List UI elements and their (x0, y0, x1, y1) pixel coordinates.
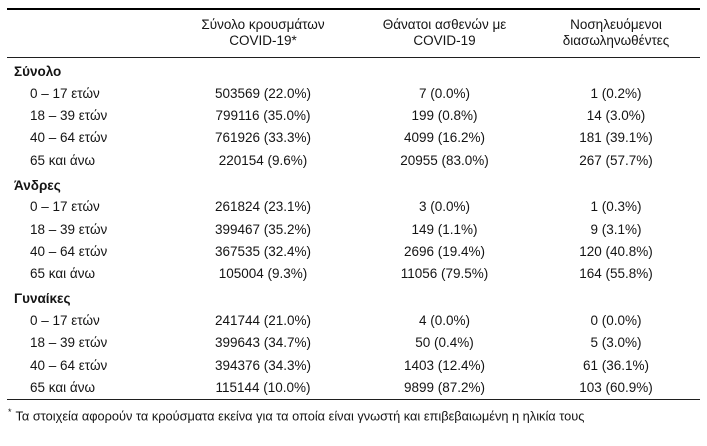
cases-cell: 241744 (21.0%) (214, 312, 312, 328)
age-group-label: 65 και άνω (30, 266, 96, 282)
col-header-intubated-line1: Νοσηλευόμενοι (570, 17, 662, 32)
deaths-cell: 20955 (83.0%) (400, 152, 489, 168)
age-group-label: 65 και άνω (30, 379, 96, 395)
deaths-cell: 3 (0.0%) (418, 199, 471, 215)
cases-cell: 399467 (35.2%) (214, 221, 312, 237)
table-row: 40 – 64 ετών 761926 (33.3%) 4099 (16.2%)… (7, 127, 700, 149)
table-row: 40 – 64 ετών 367535 (32.4%) 2696 (19.4%)… (7, 240, 700, 262)
age-group-label: 18 – 39 ετών (30, 221, 108, 237)
cases-cell: 115144 (10.0%) (215, 379, 311, 395)
deaths-cell: 4 (0.0%) (418, 312, 471, 328)
cases-cell: 399643 (34.7%) (214, 335, 312, 351)
col-header-deaths-line2: COVID-19 (413, 33, 476, 48)
intubated-cell: 164 (55.8%) (579, 266, 653, 282)
intubated-cell: 267 (57.7%) (579, 152, 653, 168)
table-row: 65 και άνω 105004 (9.3%) 11056 (79.5%) 1… (7, 263, 700, 285)
deaths-cell: 149 (1.1%) (411, 221, 478, 237)
col-header-deaths: Θάνατοι ασθενών με COVID-19 (357, 9, 532, 58)
intubated-cell: 103 (60.9%) (579, 379, 653, 395)
header-row: Σύνολο κρουσμάτων COVID-19* Θάνατοι ασθε… (7, 9, 700, 58)
deaths-cell: 9899 (87.2%) (403, 379, 486, 395)
intubated-cell: 1 (0.2%) (590, 85, 642, 101)
age-group-label: 40 – 64 ετών (30, 130, 108, 146)
deaths-cell: 50 (0.4%) (415, 335, 474, 351)
cases-cell: 220154 (9.6%) (218, 152, 308, 168)
age-group-label: 0 – 17 ετών (30, 85, 100, 101)
col-header-total-cases-line2: COVID-19* (229, 33, 297, 48)
corner-cell (7, 9, 169, 58)
intubated-cell: 5 (3.0%) (590, 335, 642, 351)
col-header-total-cases-line1: Σύνολο κρουσμάτων (201, 17, 325, 32)
section-label-men: Άνδρες (14, 177, 61, 193)
deaths-cell: 4099 (16.2%) (403, 130, 486, 146)
table-row: 40 – 64 ετών 394376 (34.3%) 1403 (12.4%)… (7, 354, 700, 376)
table-row: 18 – 39 ετών 799116 (35.0%) 199 (0.8%) 1… (7, 104, 700, 126)
age-group-label: 18 – 39 ετών (30, 335, 108, 351)
cases-cell: 503569 (22.0%) (214, 85, 312, 101)
intubated-cell: 181 (39.1%) (579, 130, 653, 146)
section-label-total: Σύνολο (14, 64, 62, 79)
intubated-cell: 9 (3.1%) (590, 221, 642, 237)
age-group-label: 40 – 64 ετών (30, 244, 108, 260)
section-row-men: Άνδρες (7, 172, 700, 196)
covid-age-stats-table: Σύνολο κρουσμάτων COVID-19* Θάνατοι ασθε… (7, 8, 700, 400)
intubated-cell: 61 (36.1%) (582, 357, 650, 373)
table-row: 18 – 39 ετών 399467 (35.2%) 149 (1.1%) 9… (7, 218, 700, 240)
table-row: 65 και άνω 220154 (9.6%) 20955 (83.0%) 2… (7, 149, 700, 171)
footnote-asterisk-marker: * (8, 406, 12, 417)
age-group-label: 18 – 39 ετών (30, 108, 108, 124)
table-row: 18 – 39 ετών 399643 (34.7%) 50 (0.4%) 5 … (7, 332, 700, 354)
cases-cell: 261824 (23.1%) (214, 199, 312, 215)
intubated-cell: 120 (40.8%) (579, 244, 653, 260)
table-row: 0 – 17 ετών 241744 (21.0%) 4 (0.0%) 0 (0… (7, 309, 700, 331)
age-group-label: 65 και άνω (30, 152, 96, 168)
col-header-intubated-line2: διασωληνωθέντες (562, 33, 670, 48)
cases-cell: 799116 (35.0%) (215, 108, 311, 124)
intubated-cell: 0 (0.0%) (590, 312, 642, 328)
section-row-women: Γυναίκες (7, 285, 700, 309)
intubated-cell: 1 (0.3%) (590, 199, 642, 215)
cases-cell: 761926 (33.3%) (214, 130, 312, 146)
cases-cell: 394376 (34.3%) (214, 357, 312, 373)
col-header-total-cases: Σύνολο κρουσμάτων COVID-19* (169, 9, 357, 58)
table-row: 0 – 17 ετών 261824 (23.1%) 3 (0.0%) 1 (0… (7, 196, 700, 218)
age-group-label: 0 – 17 ετών (30, 312, 100, 328)
deaths-cell: 1403 (12.4%) (403, 357, 486, 373)
age-group-label: 40 – 64 ετών (30, 357, 108, 373)
footnote-text: Τα στοιχεία αφορούν τα κρούσματα εκείνα … (15, 407, 585, 423)
deaths-cell: 11056 (79.5%) (400, 266, 489, 282)
deaths-cell: 7 (0.0%) (418, 85, 471, 101)
intubated-cell: 14 (3.0%) (586, 108, 646, 124)
cases-cell: 105004 (9.3%) (218, 266, 308, 282)
age-group-label: 0 – 17 ετών (30, 199, 100, 215)
cases-cell: 367535 (32.4%) (214, 244, 312, 260)
deaths-cell: 199 (0.8%) (411, 108, 478, 124)
table-row: 65 και άνω 115144 (10.0%) 9899 (87.2%) 1… (7, 376, 700, 399)
section-row-total: Σύνολο (7, 58, 700, 83)
section-label-women: Γυναίκες (14, 291, 71, 307)
table-row: 0 – 17 ετών 503569 (22.0%) 7 (0.0%) 1 (0… (7, 82, 700, 104)
col-header-intubated: Νοσηλευόμενοι διασωληνωθέντες (532, 9, 700, 58)
col-header-deaths-line1: Θάνατοι ασθενών με (382, 17, 507, 32)
footnote: * Τα στοιχεία αφορούν τα κρούσματα εκείνα… (8, 405, 700, 423)
deaths-cell: 2696 (19.4%) (403, 244, 486, 260)
